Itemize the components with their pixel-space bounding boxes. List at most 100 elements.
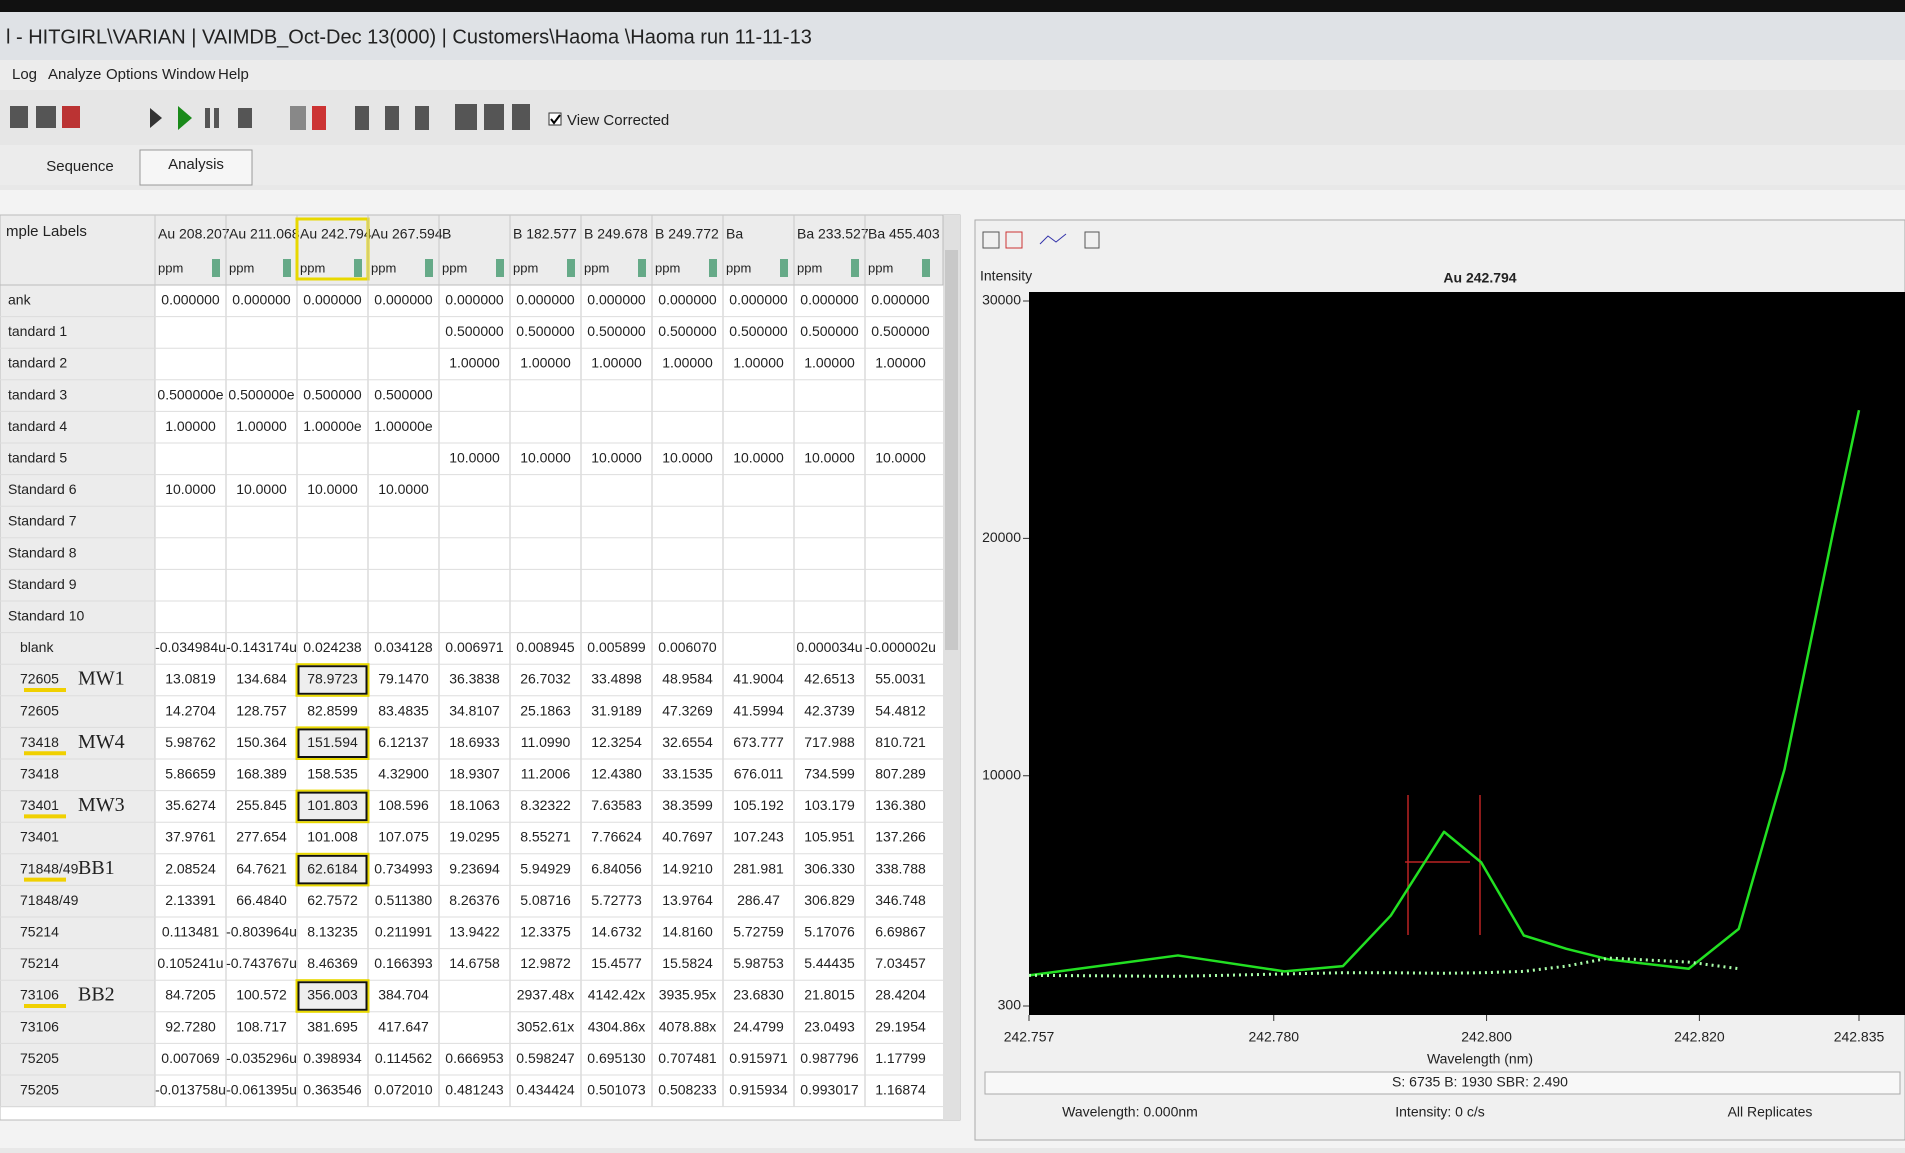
cell: 10.0000 (875, 450, 926, 466)
cell: 0.000000 (445, 292, 504, 308)
cell: 0.114562 (375, 1050, 433, 1066)
cell: -0.000002u (865, 639, 936, 655)
cell: 0.500000 (587, 323, 646, 339)
scroll-thumb[interactable] (945, 250, 958, 650)
cell: 28.4204 (875, 987, 926, 1003)
cell: 5.98753 (733, 955, 784, 971)
cell: -0.803964u (226, 924, 297, 940)
cell: 10.0000 (378, 481, 429, 497)
column-header: Ba 455.403 (868, 226, 940, 242)
cell: 66.4840 (236, 892, 287, 908)
cell: 676.011 (734, 766, 784, 782)
cell: 1.00000 (236, 418, 287, 434)
cell: 12.4380 (591, 766, 642, 782)
cell: 11.2006 (521, 766, 571, 782)
cell: 150.364 (236, 734, 287, 750)
cell: 807.289 (875, 766, 926, 782)
cell: 306.829 (804, 892, 855, 908)
cell: 0.034128 (374, 639, 433, 655)
cell: 31.9189 (591, 702, 642, 718)
row-label: Standard 10 (8, 608, 84, 624)
column-unit: ppm (158, 260, 183, 275)
cell: 168.389 (236, 766, 287, 782)
cell: 10.0000 (165, 481, 216, 497)
cell: 26.7032 (520, 671, 571, 687)
cell: 15.5824 (662, 955, 713, 971)
cell: 5.72773 (591, 892, 642, 908)
plot-area (1029, 292, 1905, 1015)
cell: 277.654 (236, 829, 287, 845)
cell: 717.988 (804, 734, 855, 750)
cell: 8.55271 (520, 829, 571, 845)
menu-item[interactable]: Analyze (48, 66, 101, 83)
screen: l - HITGIRL\VARIAN | VAIMDB_Oct-Dec 13(0… (0, 0, 1905, 1148)
cell: 47.3269 (662, 702, 713, 718)
cell: 0.007069 (161, 1050, 220, 1066)
row-label: Standard 8 (8, 544, 77, 560)
cell: 4078.88x (659, 1018, 717, 1034)
cell: 108.717 (236, 1018, 287, 1034)
unit-icon (496, 259, 504, 277)
column-unit: ppm (726, 260, 751, 275)
cell: 62.6184 (307, 860, 358, 876)
cell: 10.0000 (662, 450, 713, 466)
row-label: Standard 9 (8, 576, 77, 592)
cell: 0.695130 (587, 1050, 646, 1066)
cell: 5.08716 (520, 892, 571, 908)
cell: 0.211991 (375, 924, 433, 940)
status-text: S: 6735 B: 1930 SBR: 2.490 (1392, 1074, 1568, 1090)
y-tick-label: 10000 (982, 766, 1021, 782)
column-header: B (442, 226, 451, 242)
cell: 1.00000 (875, 355, 926, 371)
cell: 13.9422 (449, 924, 500, 940)
cell: 103.179 (804, 797, 855, 813)
tab[interactable]: Analysis (168, 156, 224, 173)
cell: 33.4898 (591, 671, 642, 687)
row-label: 73106 (20, 987, 59, 1003)
menu-item[interactable]: Log (12, 66, 37, 83)
cell: -0.035296u (226, 1050, 297, 1066)
cell: 0.000000 (303, 292, 362, 308)
cell: 18.9307 (449, 766, 500, 782)
cell: 34.8107 (449, 702, 500, 718)
menu-item[interactable]: Window (162, 66, 216, 83)
checkbox-label[interactable]: View Corrected (567, 112, 669, 129)
cell: 13.0819 (165, 671, 216, 687)
cell: 14.9210 (662, 860, 713, 876)
cell: 8.26376 (449, 892, 500, 908)
unit-icon (425, 259, 433, 277)
cell: 5.17076 (804, 924, 855, 940)
cell: 0.993017 (800, 1082, 859, 1098)
cell: 0.734993 (374, 860, 433, 876)
top-edge (0, 0, 1905, 12)
cell: 0.000000 (374, 292, 433, 308)
unit-icon (780, 259, 788, 277)
cell: 158.535 (307, 766, 358, 782)
cell: 734.599 (804, 766, 855, 782)
cell: 0.000000 (516, 292, 575, 308)
cell: 3052.61x (517, 1018, 575, 1034)
cell: 7.76624 (591, 829, 642, 845)
cell: 0.598247 (516, 1050, 575, 1066)
row-tag: MW4 (78, 731, 125, 753)
tab[interactable]: Sequence (46, 158, 114, 175)
row-label: 72605 (20, 671, 59, 687)
column-unit: ppm (868, 260, 893, 275)
column-header: Au 211.068 (229, 226, 300, 242)
cell: 42.6513 (804, 671, 855, 687)
cell: 0.500000 (729, 323, 788, 339)
cell: 40.7697 (662, 829, 713, 845)
cell: 13.9764 (662, 892, 713, 908)
cell: 1.00000 (520, 355, 571, 371)
menu-item[interactable]: Help (218, 66, 249, 83)
cell: 7.63583 (591, 797, 642, 813)
cell: 1.00000 (591, 355, 642, 371)
cell: 14.8160 (662, 924, 713, 940)
menu-item[interactable]: Options (106, 66, 158, 83)
row-label: tandard 2 (8, 355, 67, 371)
cell: 2.08524 (165, 860, 216, 876)
cell: 18.6933 (449, 734, 500, 750)
chart-title: Au 242.794 (1443, 270, 1516, 286)
row-tag: MW1 (78, 668, 125, 690)
cell: 107.243 (733, 829, 784, 845)
